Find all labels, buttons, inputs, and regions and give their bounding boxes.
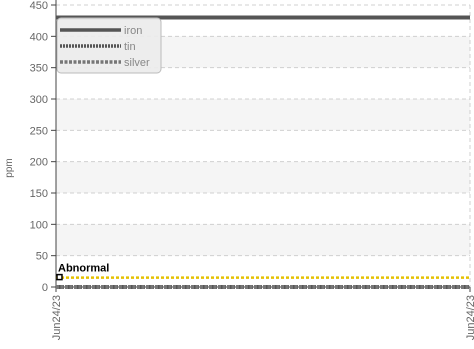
- y-tick-label: 100: [30, 219, 48, 231]
- threshold-label: Abnormal: [58, 263, 109, 275]
- legend-label-tin[interactable]: tin: [124, 41, 136, 53]
- y-tick-label: 50: [36, 251, 48, 263]
- y-axis-title: ppm: [4, 158, 15, 177]
- y-tick-label: 200: [30, 157, 48, 169]
- y-tick-label: 0: [42, 282, 48, 294]
- y-tick-label: 250: [30, 125, 48, 137]
- y-tick-label: 450: [30, 0, 48, 12]
- x-tick-label: Jun24/23: [51, 295, 63, 340]
- threshold-marker: [56, 273, 63, 281]
- plot-band: [56, 161, 470, 193]
- legend[interactable]: iron tin silver: [56, 17, 162, 74]
- x-tick-label: Jun24/23: [465, 295, 474, 340]
- legend-label-iron[interactable]: iron: [124, 25, 142, 37]
- legend-label-silver[interactable]: silver: [124, 57, 150, 69]
- y-tick-label: 400: [30, 31, 48, 43]
- plot-band: [56, 99, 470, 131]
- y-tick-label: 300: [30, 94, 48, 106]
- y-tick-label: 150: [30, 188, 48, 200]
- threshold-group: Abnormal: [56, 263, 470, 281]
- plot-band: [56, 224, 470, 256]
- y-axis: 0 50 100 150 200 250 300 350 400 450: [30, 0, 57, 294]
- x-axis: Jun24/23 Jun24/23: [51, 286, 474, 340]
- y-tick-label: 350: [30, 63, 48, 75]
